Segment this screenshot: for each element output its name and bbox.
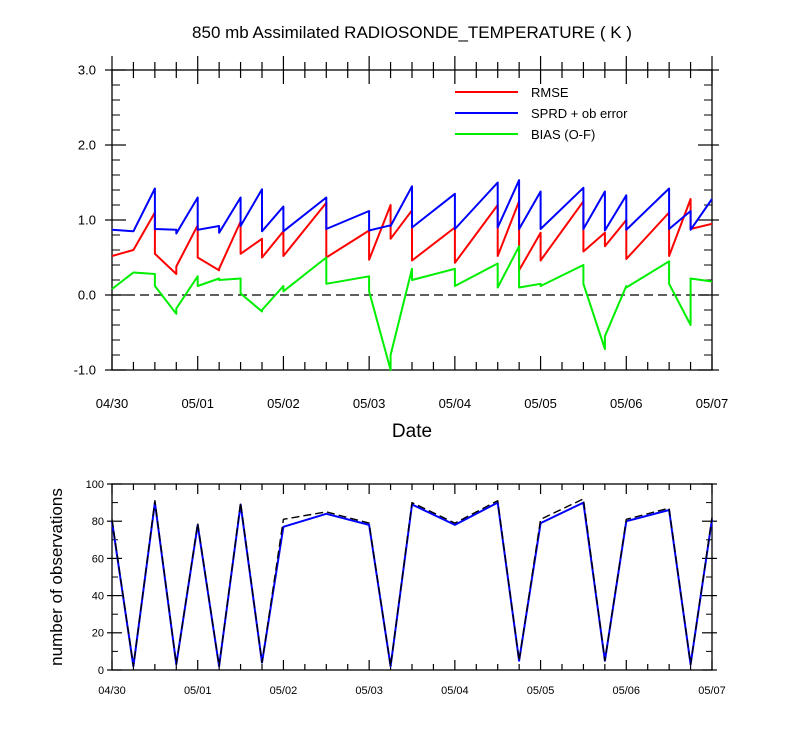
x-tick-label: 05/04 — [441, 685, 469, 697]
legend: RMSE SPRD + ob error BIAS (O-F) — [455, 85, 628, 142]
x-tick-label: 05/03 — [355, 685, 383, 697]
x-tick-label: 05/05 — [527, 685, 555, 697]
x-tick-label: 04/30 — [96, 396, 129, 411]
y-tick-label: 1.0 — [78, 213, 96, 228]
x-tick-label: 05/07 — [696, 396, 729, 411]
x-tick-label: 05/04 — [439, 396, 472, 411]
y-tick-label: 80 — [92, 516, 104, 528]
y-tick-label: 2.0 — [78, 138, 96, 153]
series-line-sprd-ob-error — [111, 179, 713, 235]
legend-label: SPRD + ob error — [531, 106, 628, 121]
y-tick-label: 100 — [86, 479, 104, 491]
x-tick-label: 05/02 — [267, 396, 300, 411]
y-tick-label: 0.0 — [78, 288, 96, 303]
series-line-rmse — [111, 198, 713, 275]
bottom-axes: 04/30 05/01 05/02 05/03 05/04 05/05 05/06 05/07… — [86, 479, 726, 697]
top-series-group — [111, 179, 713, 371]
series-line-bias-o-f — [111, 245, 713, 371]
bias-rmse-panel: 850 mb Assimilated RADIOSONDE_TEMPERATUR… — [74, 23, 729, 442]
bottom-series-group — [111, 498, 713, 668]
y-tick-label: 3.0 — [78, 63, 96, 78]
series-line-observations-possible — [111, 498, 713, 667]
x-axis-label: Date — [392, 421, 432, 442]
y-axis-label-bottom: number of observations — [47, 488, 66, 666]
x-tick-label: 05/06 — [610, 396, 643, 411]
y-tick-label: -1.0 — [74, 363, 96, 378]
legend-label: RMSE — [531, 85, 569, 100]
x-tick-label: 05/05 — [524, 396, 557, 411]
x-tick-label: 05/03 — [353, 396, 386, 411]
top-axes: 04/30 05/01 05/02 05/03 05/04 05/05 05/06 05/07… — [74, 56, 729, 411]
x-tick-label: 04/30 — [98, 685, 126, 697]
legend-label: BIAS (O-F) — [531, 127, 595, 142]
y-tick-label: 0 — [98, 665, 104, 677]
observation-count-panel: 04/30 05/01 05/02 05/03 05/04 05/05 05/06 05/07… — [47, 479, 726, 697]
x-tick-label: 05/01 — [181, 396, 214, 411]
chart-title: 850 mb Assimilated RADIOSONDE_TEMPERATUR… — [192, 23, 632, 42]
y-tick-label: 20 — [92, 628, 104, 640]
y-tick-label: 60 — [92, 553, 104, 565]
x-tick-label: 05/02 — [270, 685, 298, 697]
x-tick-label: 05/01 — [184, 685, 212, 697]
y-tick-label: 40 — [92, 590, 104, 602]
x-tick-label: 05/06 — [613, 685, 641, 697]
series-line-observations-used — [111, 501, 713, 668]
x-tick-label: 05/07 — [698, 685, 726, 697]
